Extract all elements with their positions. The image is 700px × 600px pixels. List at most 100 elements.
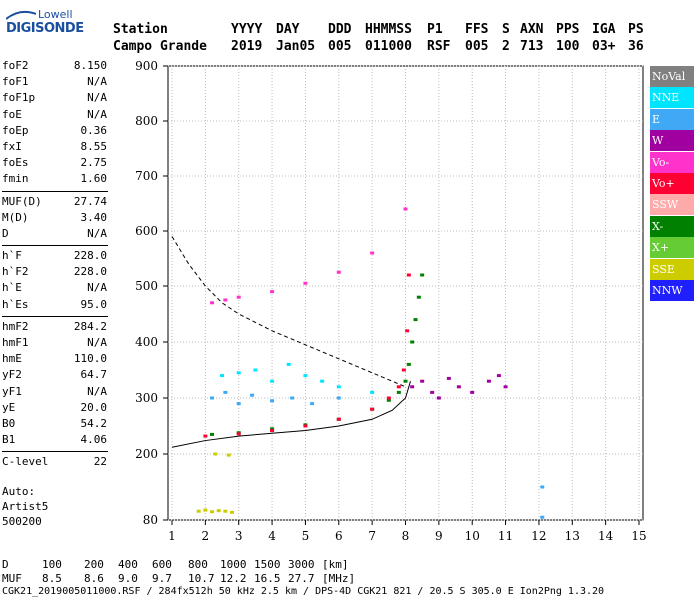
point-x- <box>413 318 418 322</box>
footer-muf-row-label: MUF <box>2 572 22 585</box>
y-tick-label: 300 <box>135 391 158 405</box>
param-value: 228.0 <box>73 249 107 263</box>
x-tick-label: 9 <box>435 529 443 543</box>
point-vo- <box>270 290 275 294</box>
footer-d-row-value: 200 <box>84 558 104 571</box>
header-value-8: 713 <box>520 39 544 54</box>
param-key: fmin <box>2 172 29 186</box>
header-label-10: IGA <box>592 22 616 37</box>
param-separator <box>2 245 108 247</box>
point-x- <box>396 390 401 394</box>
param-value: 8.150 <box>73 59 107 72</box>
x-tick-label: 10 <box>465 529 480 543</box>
x-tick-label: 6 <box>335 529 343 543</box>
auto-label: Auto: <box>2 485 36 498</box>
point-vo- <box>236 432 241 436</box>
param-row: foE N/A <box>0 107 110 123</box>
logo-product: DIGISONDE <box>6 21 84 36</box>
param-key: yF2 <box>2 368 22 382</box>
param-key: foF1 <box>2 75 29 89</box>
param-row: foEp 0.36 <box>0 123 110 139</box>
logo-brand: Lowell <box>38 8 73 21</box>
point-nne <box>236 371 241 375</box>
point-vo- <box>336 417 341 421</box>
point-sse <box>230 510 235 514</box>
param-key: h`E <box>2 281 22 295</box>
footer-muf-row-value: 8.6 <box>84 572 104 585</box>
point-vo- <box>401 368 406 372</box>
auto-artist: Artist5 <box>2 500 49 513</box>
param-value: 4.06 <box>80 433 108 447</box>
param-row: fxI 8.55 <box>0 139 110 155</box>
param-key: foEs <box>2 156 29 170</box>
x-tick-label: 5 <box>302 529 310 543</box>
point-sse <box>226 453 231 457</box>
legend-item-vo-: Vo- <box>650 151 694 173</box>
footer-d-row-value: 100 <box>42 558 62 571</box>
point-sse <box>203 508 208 512</box>
footer-muf-row-value: [MHz] <box>322 572 356 585</box>
point-e <box>270 399 275 403</box>
param-row: h`Es 95.0 <box>0 297 110 313</box>
point-vo- <box>405 329 410 333</box>
param-separator <box>2 190 108 192</box>
point-vo- <box>203 434 208 438</box>
param-key: hmF1 <box>2 336 29 349</box>
point-nne <box>303 374 308 378</box>
param-key: D <box>2 226 9 240</box>
param-key: yE <box>2 400 16 414</box>
param-key: B1 <box>2 433 16 447</box>
header-label-3: DDD <box>328 22 352 37</box>
footer-muf-row-value: 12.2 <box>220 572 247 585</box>
point-nne <box>286 362 291 366</box>
param-row: hmF1 N/A <box>0 335 110 351</box>
header-label-1: YYYY <box>231 22 263 37</box>
legend-item-sse: SSE <box>650 258 694 280</box>
point-w <box>456 385 461 389</box>
legend-item-nne: NNE <box>650 87 694 109</box>
point-nne <box>270 379 275 383</box>
param-row: M(D) 3.40 <box>0 210 110 226</box>
x-tick-label: 11 <box>498 529 513 543</box>
param-value: 20.0 <box>80 400 108 414</box>
param-key: foF2 <box>2 59 29 72</box>
param-value: N/A <box>87 336 107 349</box>
point-w <box>486 379 491 383</box>
header-value-9: 100 <box>556 39 580 54</box>
point-w <box>430 390 435 394</box>
footer-d-row-label: D <box>2 558 9 571</box>
footer-d-row-value: [km] <box>322 558 349 571</box>
y-tick-label: 400 <box>135 335 158 349</box>
param-key: hmE <box>2 352 22 366</box>
footer-muf-row-value: 9.0 <box>118 572 138 585</box>
x-tick-label: 14 <box>598 529 614 543</box>
footer-muf-row-value: 16.5 <box>254 572 281 585</box>
param-value: 54.2 <box>80 416 108 430</box>
footer-muf-row-value: 8.5 <box>42 572 62 585</box>
param-row: yF2 64.7 <box>0 367 110 383</box>
header-label-2: DAY <box>276 22 300 37</box>
header-label-6: FFS <box>465 22 489 37</box>
header-label-5: P1 <box>427 22 443 37</box>
param-value: 2.75 <box>80 156 108 170</box>
param-value: 3.40 <box>80 210 108 224</box>
point-sse <box>216 509 221 513</box>
header-label-0: Station <box>113 22 168 37</box>
param-key: B0 <box>2 416 16 430</box>
footer-muf-row-value: 9.7 <box>152 572 172 585</box>
x-tick-label: 4 <box>268 529 276 543</box>
point-w <box>503 385 508 389</box>
point-e <box>223 390 228 394</box>
param-row: foF1 N/A <box>0 74 110 90</box>
x-tick-label: 15 <box>631 529 646 543</box>
point-w <box>496 374 501 378</box>
param-key: foE <box>2 107 22 121</box>
x-tick-label: 1 <box>168 529 176 543</box>
point-w <box>436 396 441 400</box>
param-key: hmF2 <box>2 319 29 333</box>
ionogram-chart: 1 2 3 4 5 6 7 8 9 10 11 12 13 14 158020030040050060070… <box>135 59 647 543</box>
footer-d-row-value: 1500 <box>254 558 281 571</box>
param-row: foEs 2.75 <box>0 155 110 171</box>
point-sse <box>223 509 228 513</box>
param-value: 8.55 <box>80 139 108 153</box>
